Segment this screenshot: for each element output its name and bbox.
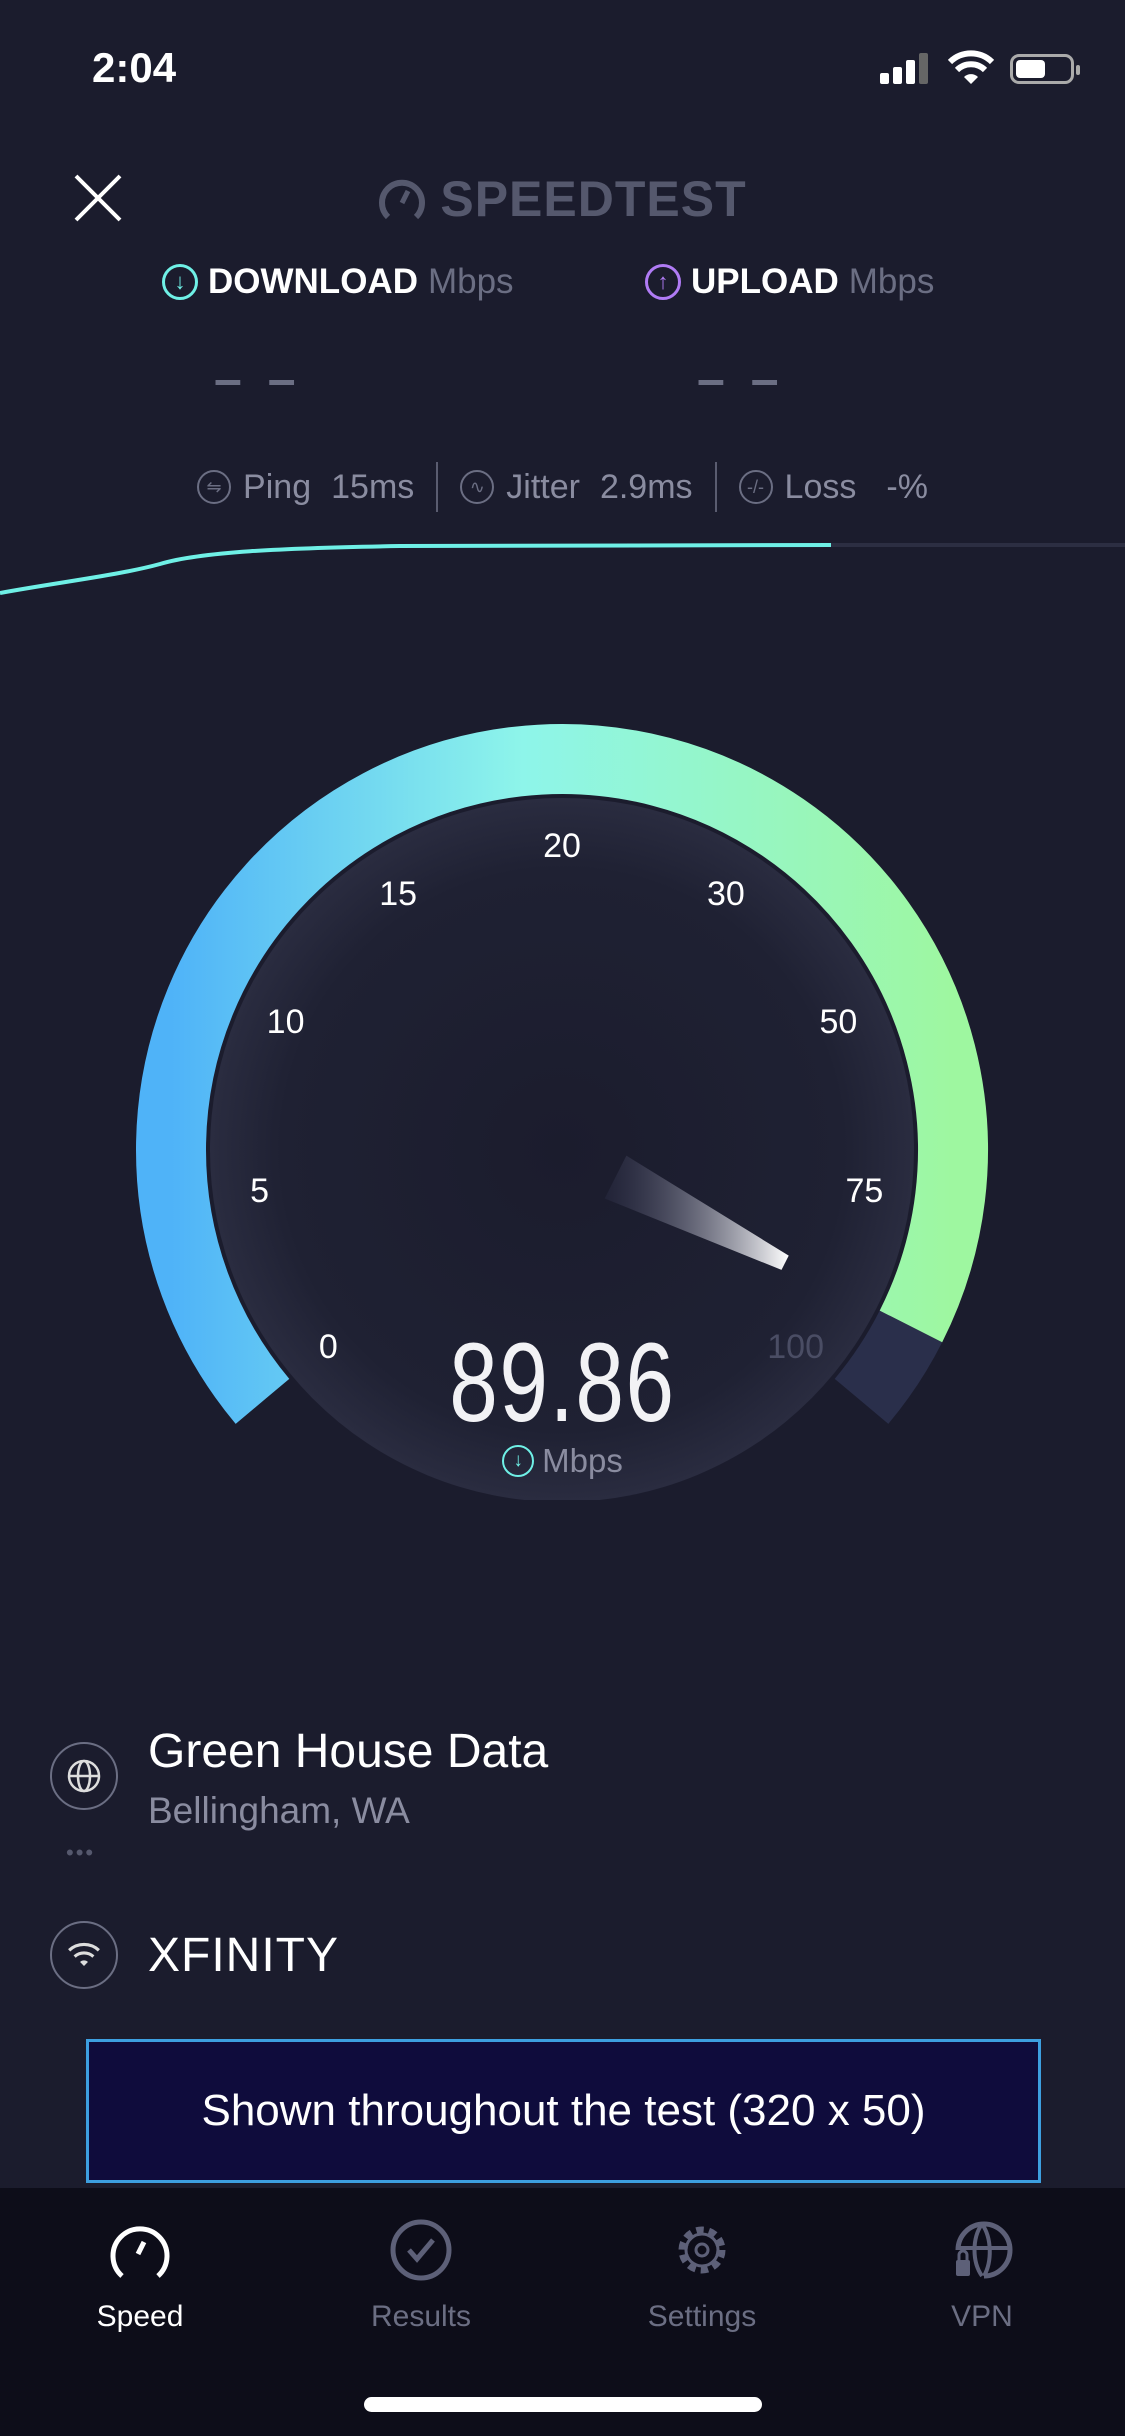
download-arrow-icon: ↓	[502, 1445, 535, 1477]
tab-bar: Speed Results Settings VPN	[0, 2188, 1125, 2436]
ping-label: Ping	[243, 467, 312, 506]
home-indicator[interactable]	[364, 2397, 762, 2412]
tab-vpn[interactable]: VPN	[882, 2218, 1082, 2334]
gauge-tick-label: 20	[543, 827, 581, 865]
ping-stat: ⇋ Ping 15ms	[175, 468, 436, 507]
status-time: 2:04	[92, 44, 177, 91]
ad-text: Shown throughout the test (320 x 50)	[201, 2086, 926, 2135]
download-label: DOWNLOAD	[208, 262, 418, 301]
upload-label: UPLOAD	[691, 262, 839, 301]
checkmark-circle-icon	[390, 2219, 452, 2281]
download-value: – –	[214, 351, 302, 407]
loss-icon: -/-	[738, 470, 773, 504]
gauge-tick-label: 10	[267, 1003, 305, 1041]
loss-label: Loss	[784, 467, 857, 506]
tab-settings[interactable]: Settings	[602, 2218, 802, 2334]
tab-results[interactable]: Results	[321, 2218, 521, 2334]
jitter-stat: ∿ Jitter 2.9ms	[438, 468, 714, 507]
globe-icon[interactable]	[50, 1742, 118, 1810]
gauge-tick-label: 100	[767, 1328, 824, 1366]
more-dots-icon[interactable]: •••	[66, 1840, 96, 1865]
loss-stat: -/- Loss -%	[717, 468, 950, 507]
tab-label: Results	[370, 2300, 472, 2333]
gauge-needle	[604, 1155, 789, 1270]
divider	[436, 462, 439, 512]
gauge-tick-label: 5	[250, 1172, 269, 1210]
speedtest-logo: SPEEDTEST	[0, 170, 1125, 228]
upload-arrow-icon: ↑	[645, 264, 681, 300]
speed-gauge: 0 5 10 15 20 30 50 75 100	[136, 724, 988, 1500]
gauge-tick-label: 0	[319, 1328, 338, 1366]
gauge-face	[210, 798, 914, 1500]
cellular-signal-icon	[880, 52, 930, 84]
divider	[714, 462, 717, 512]
jitter-label: Jitter	[506, 467, 580, 506]
download-header: ↓ DOWNLOAD Mbps	[162, 262, 514, 302]
isp-name: XFINITY	[148, 1929, 340, 1982]
speedometer-icon	[110, 2226, 170, 2278]
upload-unit: Mbps	[848, 262, 935, 301]
battery-icon	[1010, 54, 1080, 84]
wifi-icon	[50, 1921, 118, 1989]
tab-label: Speed	[96, 2300, 184, 2333]
speedometer-icon	[379, 179, 426, 220]
ping-unit: ms	[368, 467, 415, 506]
gauge-tick-label: 15	[379, 875, 417, 913]
gauge-tick-label: 75	[845, 1172, 883, 1210]
download-arrow-icon: ↓	[162, 264, 198, 300]
current-speed-unit: ↓ Mbps	[0, 1442, 1125, 1480]
close-button[interactable]	[72, 172, 124, 224]
speed-unit-label: Mbps	[542, 1442, 623, 1479]
server-location: Bellingham, WA	[148, 1790, 410, 1831]
upload-header: ↑ UPLOAD Mbps	[645, 262, 934, 302]
loss-unit: %	[897, 467, 928, 506]
gauge-arc-remaining	[834, 1310, 943, 1424]
gauge-tick-label: 50	[820, 1003, 858, 1041]
speed-graph	[0, 543, 1125, 595]
jitter-icon: ∿	[460, 470, 495, 504]
wifi-icon	[948, 50, 994, 84]
jitter-value: 2.9	[599, 467, 648, 506]
ping-icon: ⇋	[197, 470, 232, 504]
download-unit: Mbps	[427, 262, 514, 301]
stats-row: ⇋ Ping 15ms ∿ Jitter 2.9ms -/- Loss -%	[0, 462, 1125, 512]
current-speed-value: 89.86	[449, 1320, 676, 1445]
ad-banner[interactable]: Shown throughout the test (320 x 50)	[86, 2039, 1041, 2183]
loss-value: -	[886, 467, 898, 506]
gauge-arc-progress	[136, 724, 988, 1424]
gauge-tick-label: 30	[707, 875, 745, 913]
tab-label: Settings	[647, 2300, 757, 2333]
tab-label: VPN	[951, 2300, 1013, 2333]
logo-text: SPEEDTEST	[440, 171, 747, 227]
globe-lock-icon	[955, 2221, 1013, 2279]
tab-speed[interactable]: Speed	[40, 2218, 240, 2334]
ping-value: 15	[331, 467, 369, 506]
gear-icon	[678, 2226, 726, 2274]
server-name[interactable]: Green House Data	[148, 1725, 549, 1778]
upload-value: – –	[697, 351, 785, 407]
jitter-unit: ms	[647, 467, 693, 506]
